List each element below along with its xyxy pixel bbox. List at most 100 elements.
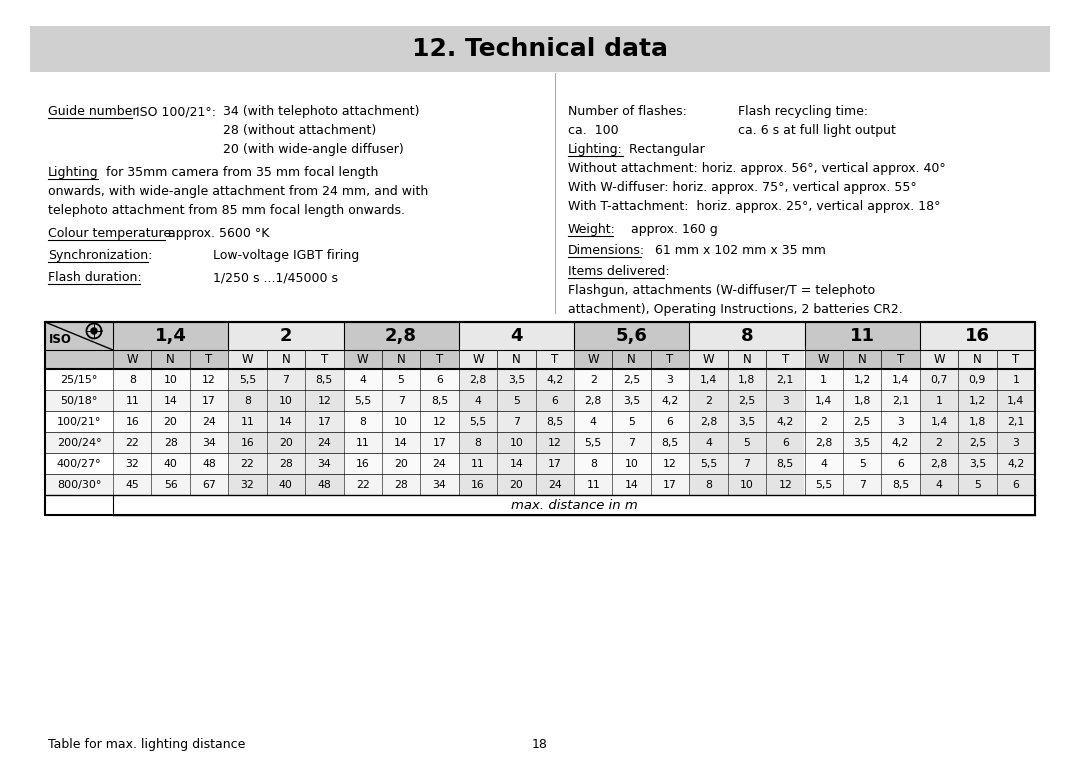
Bar bbox=[920, 411, 958, 432]
Text: 11: 11 bbox=[125, 396, 139, 405]
Bar bbox=[45, 322, 1035, 515]
Bar bbox=[459, 369, 497, 390]
Bar bbox=[651, 369, 689, 390]
Bar bbox=[190, 350, 228, 369]
Bar bbox=[805, 453, 842, 474]
Text: Without attachment: horiz. approx. 56°, vertical approx. 40°: Without attachment: horiz. approx. 56°, … bbox=[568, 162, 946, 175]
Bar bbox=[805, 350, 842, 369]
Text: W: W bbox=[472, 353, 484, 366]
Bar bbox=[958, 411, 997, 432]
Text: Lighting: Lighting bbox=[48, 166, 98, 179]
Bar bbox=[920, 474, 958, 495]
Text: T: T bbox=[436, 353, 443, 366]
Bar bbox=[228, 369, 267, 390]
Bar bbox=[536, 369, 573, 390]
Text: ca. 6 s at full light output: ca. 6 s at full light output bbox=[738, 124, 896, 137]
Text: Dimensions:: Dimensions: bbox=[568, 244, 645, 257]
Bar bbox=[881, 369, 920, 390]
Bar bbox=[113, 390, 151, 411]
Text: approx. 5600 °K: approx. 5600 °K bbox=[168, 227, 269, 240]
Text: 7: 7 bbox=[397, 396, 405, 405]
Bar bbox=[382, 411, 420, 432]
Bar bbox=[497, 432, 536, 453]
Text: N: N bbox=[627, 353, 636, 366]
Text: 20: 20 bbox=[279, 438, 293, 448]
Text: 11: 11 bbox=[355, 438, 369, 448]
Bar bbox=[228, 322, 343, 350]
Text: W: W bbox=[818, 353, 829, 366]
Bar bbox=[151, 453, 190, 474]
Bar bbox=[689, 474, 728, 495]
Text: 6: 6 bbox=[1012, 480, 1020, 490]
Text: T: T bbox=[896, 353, 904, 366]
Bar bbox=[805, 411, 842, 432]
Text: 1/250 s ...1/45000 s: 1/250 s ...1/45000 s bbox=[213, 271, 338, 284]
Bar bbox=[958, 432, 997, 453]
Bar bbox=[113, 350, 151, 369]
Bar bbox=[689, 390, 728, 411]
Text: ca.  100: ca. 100 bbox=[568, 124, 619, 137]
Bar bbox=[228, 474, 267, 495]
Bar bbox=[573, 350, 612, 369]
Bar bbox=[228, 350, 267, 369]
Text: 400/27°: 400/27° bbox=[56, 458, 102, 468]
Text: 1,8: 1,8 bbox=[853, 396, 870, 405]
Bar bbox=[805, 432, 842, 453]
Bar bbox=[343, 453, 382, 474]
Text: 2,5: 2,5 bbox=[969, 438, 986, 448]
Text: 61 mm x 102 mm x 35 mm: 61 mm x 102 mm x 35 mm bbox=[643, 244, 826, 257]
Bar bbox=[689, 350, 728, 369]
Text: 6: 6 bbox=[782, 438, 788, 448]
Text: 4,2: 4,2 bbox=[661, 396, 678, 405]
Text: 6: 6 bbox=[897, 458, 904, 468]
Text: 2: 2 bbox=[935, 438, 943, 448]
Text: 20: 20 bbox=[164, 416, 177, 427]
Bar bbox=[805, 390, 842, 411]
Text: 6: 6 bbox=[552, 396, 558, 405]
Bar bbox=[45, 322, 113, 350]
Text: 1: 1 bbox=[935, 396, 943, 405]
Text: 2,1: 2,1 bbox=[892, 396, 909, 405]
Text: N: N bbox=[973, 353, 982, 366]
Text: 12: 12 bbox=[779, 480, 792, 490]
Bar bbox=[612, 369, 651, 390]
Text: approx. 160 g: approx. 160 g bbox=[615, 223, 718, 236]
Text: 8,5: 8,5 bbox=[546, 416, 564, 427]
Text: 45: 45 bbox=[125, 480, 139, 490]
Bar bbox=[997, 369, 1035, 390]
Text: Lighting:: Lighting: bbox=[568, 143, 623, 156]
Bar bbox=[113, 322, 228, 350]
Text: 4: 4 bbox=[360, 375, 366, 385]
Bar bbox=[228, 390, 267, 411]
Text: 67: 67 bbox=[202, 480, 216, 490]
Text: 2,1: 2,1 bbox=[1008, 416, 1025, 427]
Bar bbox=[267, 453, 305, 474]
Bar bbox=[651, 453, 689, 474]
Text: 3,5: 3,5 bbox=[853, 438, 870, 448]
Text: onwards, with wide-angle attachment from 24 mm, and with: onwards, with wide-angle attachment from… bbox=[48, 185, 429, 198]
Bar bbox=[151, 432, 190, 453]
Bar bbox=[612, 390, 651, 411]
Text: 4: 4 bbox=[935, 480, 943, 490]
Text: 1: 1 bbox=[821, 375, 827, 385]
Bar bbox=[382, 453, 420, 474]
Text: 10: 10 bbox=[394, 416, 408, 427]
Text: 7: 7 bbox=[629, 438, 635, 448]
Bar bbox=[842, 350, 881, 369]
Text: 24: 24 bbox=[318, 438, 332, 448]
Text: 22: 22 bbox=[125, 438, 139, 448]
Text: 12. Technical data: 12. Technical data bbox=[411, 37, 669, 61]
Text: 1,4: 1,4 bbox=[700, 375, 717, 385]
Text: 14: 14 bbox=[394, 438, 408, 448]
Bar bbox=[612, 453, 651, 474]
Bar bbox=[343, 474, 382, 495]
Bar bbox=[612, 474, 651, 495]
Bar bbox=[45, 432, 113, 453]
Text: 10: 10 bbox=[740, 480, 754, 490]
Text: 10: 10 bbox=[279, 396, 293, 405]
Bar bbox=[573, 432, 612, 453]
Text: 4: 4 bbox=[590, 416, 596, 427]
Bar bbox=[766, 411, 805, 432]
Text: 0,7: 0,7 bbox=[930, 375, 947, 385]
Text: 4: 4 bbox=[510, 327, 523, 345]
